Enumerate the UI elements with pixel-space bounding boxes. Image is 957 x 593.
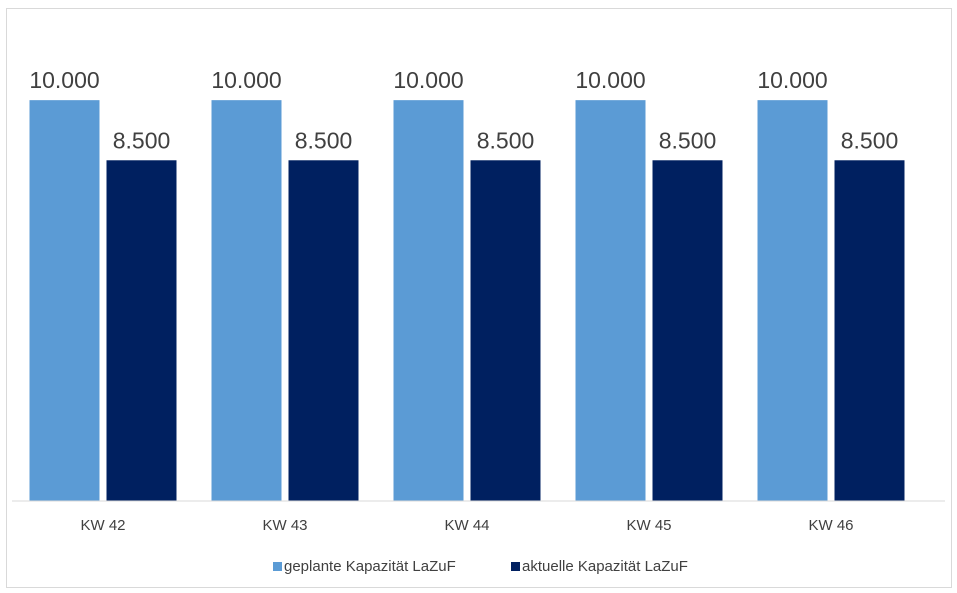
- bar-aktuelle-kw-44: [470, 160, 541, 501]
- bar-geplante-kw-42: [29, 100, 100, 502]
- bar-aktuelle-kw-42: [106, 160, 177, 501]
- bar-geplante-kw-45: [575, 100, 646, 502]
- x-tick-label-kw-46: KW 46: [808, 517, 853, 534]
- bar-aktuelle-kw-45: [652, 160, 723, 501]
- value-label-geplante-kw-46: 10.000: [757, 67, 827, 93]
- value-label-aktuelle-kw-44: 8.500: [477, 127, 535, 153]
- x-tick-label-kw-44: KW 44: [444, 517, 489, 534]
- value-label-geplante-kw-44: 10.000: [393, 67, 463, 93]
- value-label-geplante-kw-45: 10.000: [575, 67, 645, 93]
- value-label-aktuelle-kw-46: 8.500: [841, 127, 899, 153]
- bar-aktuelle-kw-43: [288, 160, 359, 501]
- value-labels-group: 10.000 8.500 10.000 8.500 10.000 8.500 10.000 8…: [29, 67, 898, 153]
- value-label-aktuelle-kw-45: 8.500: [659, 127, 717, 153]
- x-tick-label-kw-42: KW 42: [80, 517, 125, 534]
- bar-geplante-kw-44: [393, 100, 464, 502]
- legend: geplante Kapazität LaZuF aktuelle Kapazi…: [273, 558, 688, 575]
- bar-aktuelle-kw-46: [834, 160, 905, 501]
- bars-group: [29, 100, 905, 502]
- value-label-aktuelle-kw-42: 8.500: [113, 127, 171, 153]
- bar-geplante-kw-43: [211, 100, 282, 502]
- legend-swatch-aktuelle: [511, 562, 520, 571]
- value-label-aktuelle-kw-43: 8.500: [295, 127, 353, 153]
- x-tick-labels-group: KW 42 KW 43 KW 44 KW 45 KW 46: [80, 517, 853, 534]
- value-label-geplante-kw-43: 10.000: [211, 67, 281, 93]
- bar-geplante-kw-46: [757, 100, 828, 502]
- legend-label-geplante: geplante Kapazität LaZuF: [284, 558, 456, 575]
- value-label-geplante-kw-42: 10.000: [29, 67, 99, 93]
- x-tick-label-kw-43: KW 43: [262, 517, 307, 534]
- legend-swatch-geplante: [273, 562, 282, 571]
- x-tick-label-kw-45: KW 45: [626, 517, 671, 534]
- legend-label-aktuelle: aktuelle Kapazität LaZuF: [522, 558, 688, 575]
